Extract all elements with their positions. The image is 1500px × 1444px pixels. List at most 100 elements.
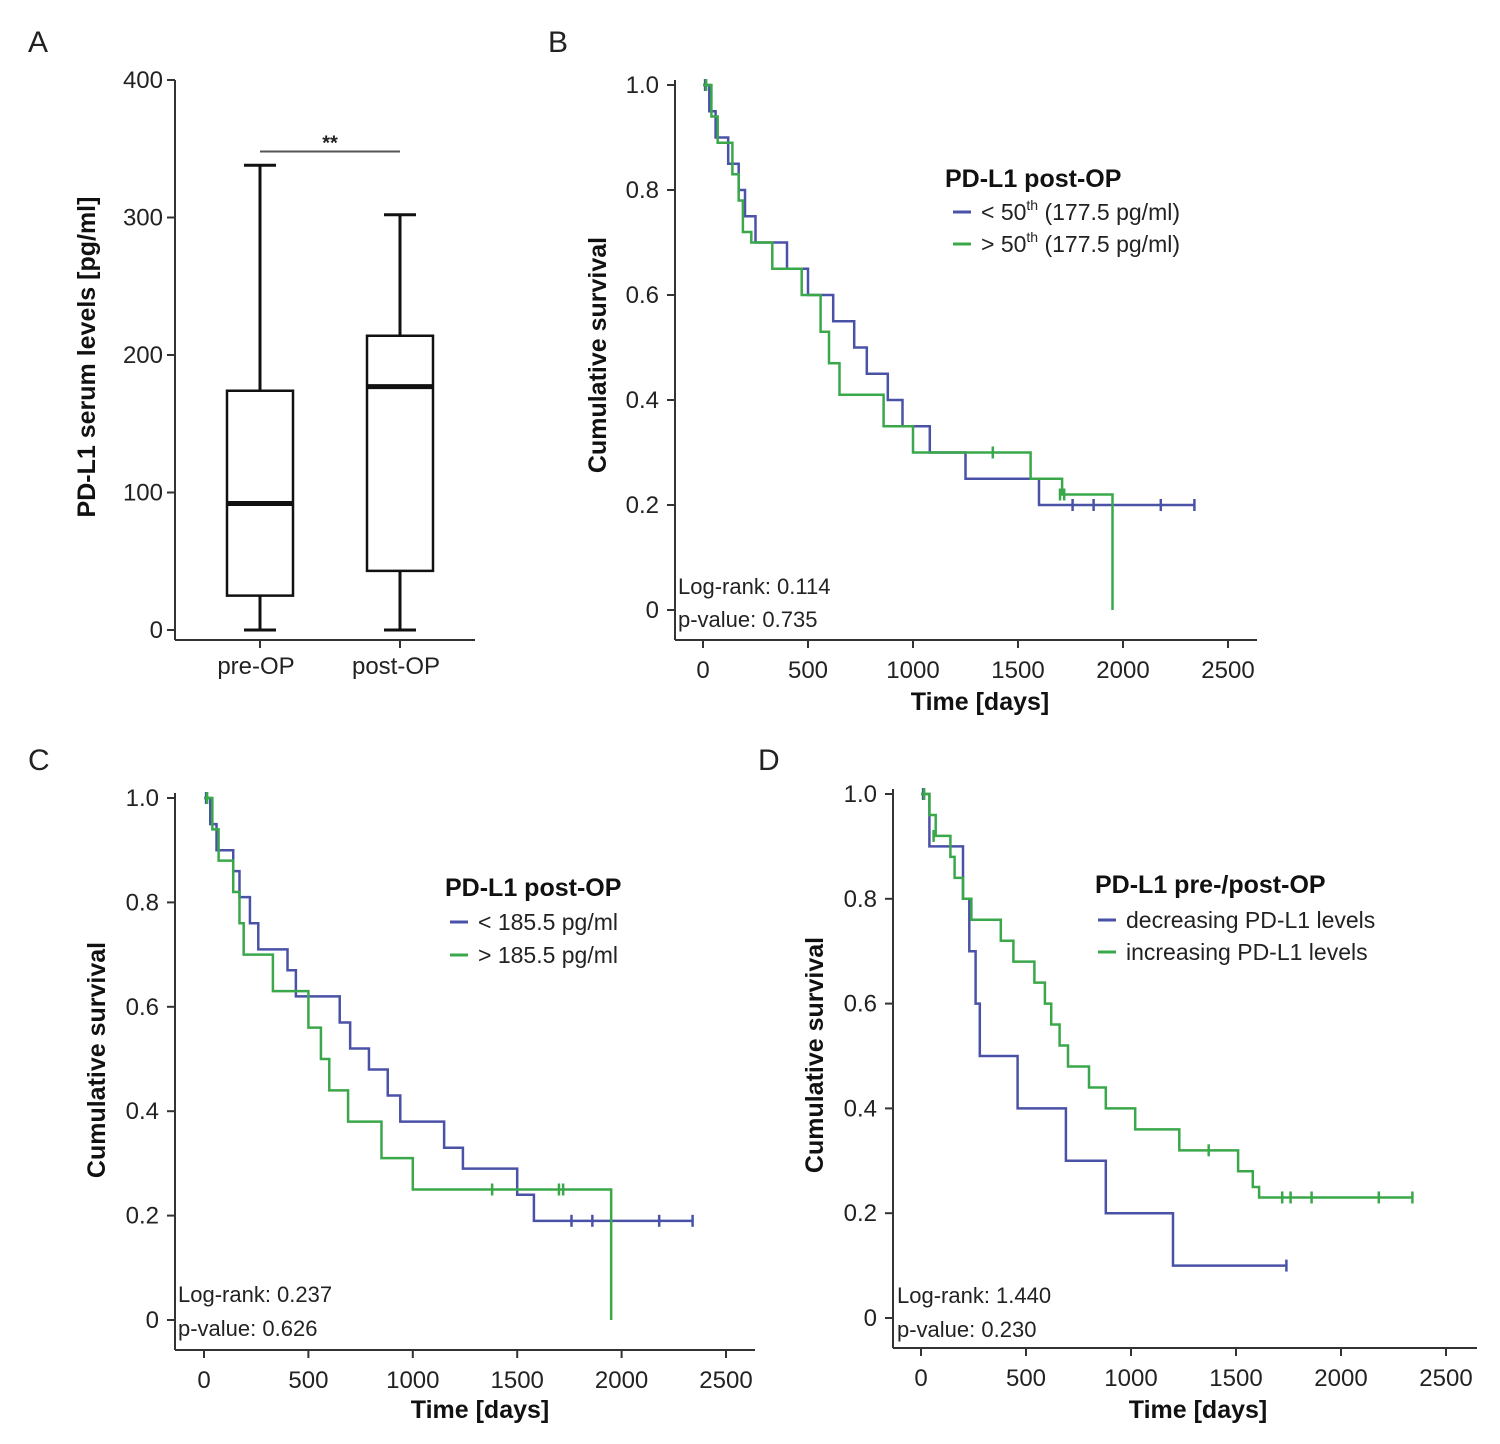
- panel-c-x-tick-label: 500: [288, 1367, 328, 1394]
- panel-c-x-tick-label: 1000: [386, 1367, 439, 1394]
- legend-text-main: > 185.5 pg/ml: [478, 942, 618, 968]
- panel-c-km-curve: [204, 796, 613, 1320]
- panel-b-x-tick-label: 2500: [1201, 657, 1254, 684]
- panel-b-y-tick-label: 1.0: [626, 72, 659, 99]
- panel-d-y-tick-label: 0.4: [844, 1095, 877, 1122]
- panel-d-p-value: p-value: 0.230: [897, 1317, 1036, 1342]
- panel-b-y-tick-label: 0.6: [626, 282, 659, 309]
- legend-text-main: < 50: [981, 199, 1026, 225]
- legend-text-suffix: (177.5 pg/ml): [1038, 199, 1180, 225]
- panel-d-y-axis-label: Cumulative survival: [801, 937, 829, 1173]
- panel-c-x-tick-label: 2000: [595, 1367, 648, 1394]
- panel-d-y-tick-label: 0: [864, 1305, 877, 1332]
- panel-b-log-rank: Log-rank: 0.114: [678, 574, 830, 599]
- panel-a-box-pre-op: [225, 163, 295, 632]
- panel-d-y-tick-label: 0.2: [844, 1200, 877, 1227]
- legend-text-main: decreasing PD-L1 levels: [1126, 907, 1375, 933]
- panel-a-letter: A: [28, 26, 48, 59]
- panel-c-legend-title: PD-L1 post-OP: [445, 874, 621, 902]
- panel-a-y-tick-label: 100: [123, 480, 163, 507]
- panel-d-legend-title: PD-L1 pre-/post-OP: [1095, 871, 1326, 899]
- panel-c-series-green: [204, 792, 613, 1320]
- panel-d-x-axis-label: Time [days]: [1129, 1396, 1267, 1424]
- panel-a-significance-label: **: [322, 133, 338, 155]
- panel-a-box-post-op: [365, 213, 435, 632]
- panel-b-y-tick-label: 0.8: [626, 177, 659, 204]
- panel-b-km-curve: [703, 83, 1114, 610]
- legend-text-superscript: th: [1026, 229, 1038, 245]
- panel-c-y-tick-label: 0.6: [126, 994, 159, 1021]
- panel-b-x-tick-label: 500: [788, 657, 828, 684]
- panel-b-y-tick-label: 0: [646, 597, 659, 624]
- panel-c-y-tick-label: 0.2: [126, 1203, 159, 1230]
- panel-c-km-curve: [204, 796, 693, 1223]
- panel-b-km-curve: [703, 83, 1195, 507]
- panel-c-y-tick-label: 0.4: [126, 1098, 159, 1125]
- panel-d-x-tick-label: 2500: [1419, 1365, 1472, 1392]
- panel-d-legend-label-blue: decreasing PD-L1 levels: [1126, 907, 1375, 933]
- panel-a-y-tick-label: 0: [150, 617, 163, 644]
- panel-b-x-tick-label: 2000: [1096, 657, 1149, 684]
- panel-c-x-axis-label: Time [days]: [411, 1396, 549, 1424]
- panel-b-x-tick-label: 0: [696, 657, 709, 684]
- panel-c-y-tick-label: 1.0: [126, 785, 159, 812]
- panel-d-x-tick-label: 0: [914, 1365, 927, 1392]
- legend-text-suffix: (177.5 pg/ml): [1038, 231, 1180, 257]
- panel-b-p-value: p-value: 0.735: [678, 607, 817, 632]
- panel-d-legend-label-green: increasing PD-L1 levels: [1126, 939, 1368, 965]
- panel-b-legend-label-blue: < 50th (177.5 pg/ml): [981, 197, 1180, 225]
- panel-c-y-tick-label: 0: [146, 1307, 159, 1334]
- panel-d-x-tick-label: 1000: [1104, 1365, 1157, 1392]
- panel-a-y-axis-label: PD-L1 serum levels [pg/ml]: [73, 197, 101, 518]
- panel-b-y-tick-label: 0.2: [626, 492, 659, 519]
- panel-b-series-blue: [703, 79, 1196, 511]
- panel-c-legend-label-green: > 185.5 pg/ml: [478, 942, 618, 968]
- panel-d-x-tick-label: 2000: [1314, 1365, 1367, 1392]
- panel-b-survival-plot: B Cumulative survival Time [days] PD-L1 …: [548, 26, 1257, 716]
- panel-d-series-green: [921, 788, 1414, 1204]
- panel-c-log-rank: Log-rank: 0.237: [178, 1282, 332, 1307]
- panel-b-y-axis-label: Cumulative survival: [584, 237, 612, 473]
- panel-d-letter: D: [758, 744, 780, 777]
- legend-text-main: > 50: [981, 231, 1026, 257]
- panel-c-x-tick-label: 2500: [699, 1367, 752, 1394]
- panel-d-y-tick-label: 1.0: [844, 781, 877, 808]
- panel-d-y-tick-label: 0.6: [844, 991, 877, 1018]
- panel-c-legend-label-blue: < 185.5 pg/ml: [478, 909, 618, 935]
- panel-a-x-tick-label: pre-OP: [217, 653, 294, 680]
- panel-b-x-axis-label: Time [days]: [911, 688, 1049, 716]
- panel-c-x-tick-label: 0: [197, 1367, 210, 1394]
- legend-text-main: increasing PD-L1 levels: [1126, 939, 1368, 965]
- panel-d-log-rank: Log-rank: 1.440: [897, 1283, 1051, 1308]
- panel-d-x-tick-label: 500: [1006, 1365, 1046, 1392]
- panel-a-x-tick-label: post-OP: [352, 653, 440, 680]
- box-iqr: [365, 334, 435, 573]
- panel-a-y-tick-label: 200: [123, 342, 163, 369]
- panel-c-x-tick-label: 1500: [491, 1367, 544, 1394]
- panel-c-y-axis-label: Cumulative survival: [83, 942, 111, 1178]
- panel-c-survival-plot: C Cumulative survival Time [days] PD-L1 …: [28, 744, 755, 1424]
- box-iqr: [225, 389, 295, 597]
- panel-b-x-tick-label: 1500: [991, 657, 1044, 684]
- panel-b-y-tick-label: 0.4: [626, 387, 659, 414]
- panel-c-letter: C: [28, 744, 50, 777]
- panel-c-p-value: p-value: 0.626: [178, 1316, 317, 1341]
- panel-d-survival-plot: D Cumulative survival Time [days] PD-L1 …: [758, 744, 1477, 1424]
- panel-c-y-tick-label: 0.8: [126, 889, 159, 916]
- panel-a-y-tick-label: 300: [123, 205, 163, 232]
- panel-d-km-curve: [921, 792, 1413, 1199]
- panel-d-y-tick-label: 0.8: [844, 886, 877, 913]
- panel-b-series-green: [703, 79, 1114, 610]
- panel-c-series-blue: [204, 792, 694, 1227]
- panel-b-letter: B: [548, 26, 568, 59]
- panel-a-boxplot: A PD-L1 serum levels [pg/ml] 0 100 200 300 4…: [28, 26, 475, 680]
- panel-b-legend-label-green: > 50th (177.5 pg/ml): [981, 229, 1180, 257]
- panel-b-legend-title: PD-L1 post-OP: [945, 165, 1121, 193]
- panel-b-x-tick-label: 1000: [886, 657, 939, 684]
- panel-d-km-curve: [921, 792, 1287, 1267]
- panel-d-series-blue: [921, 788, 1288, 1272]
- panel-d-x-tick-label: 1500: [1209, 1365, 1262, 1392]
- legend-text-superscript: th: [1026, 197, 1038, 213]
- legend-text-main: < 185.5 pg/ml: [478, 909, 618, 935]
